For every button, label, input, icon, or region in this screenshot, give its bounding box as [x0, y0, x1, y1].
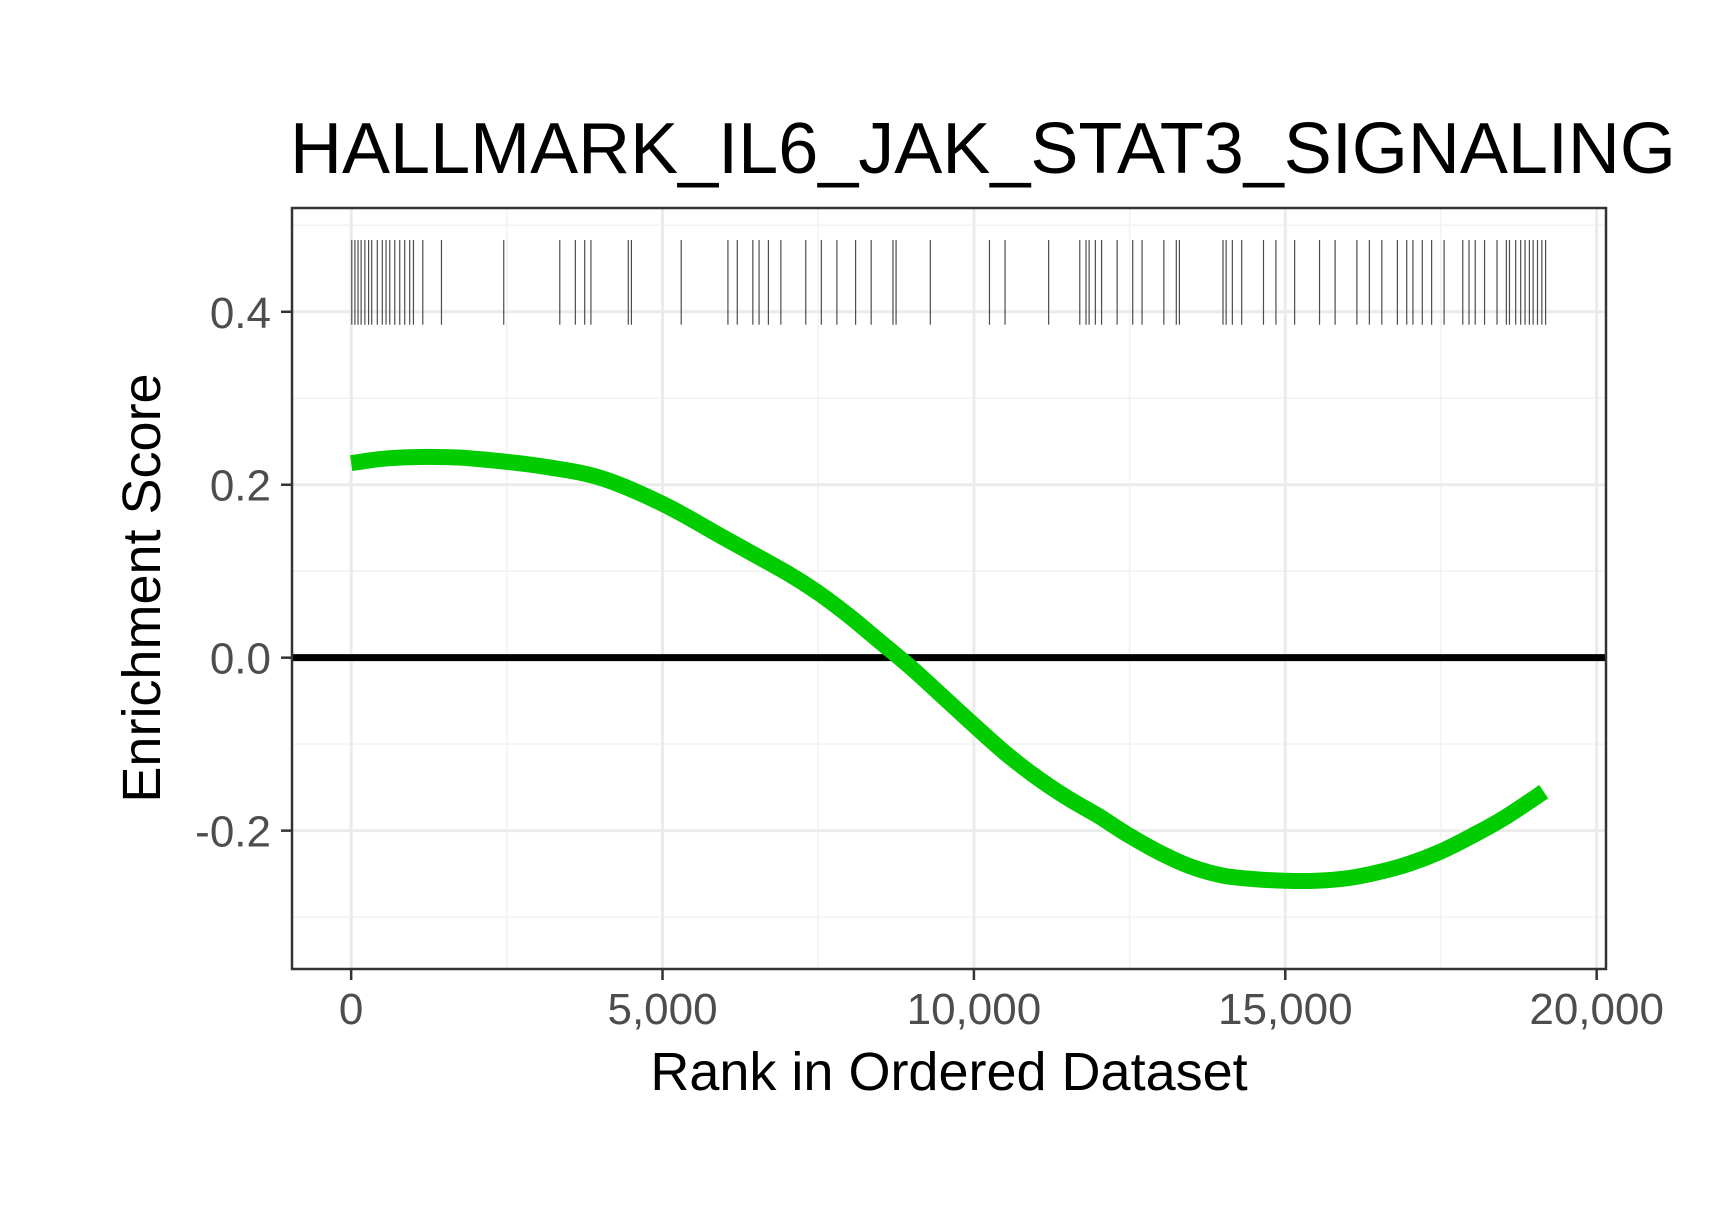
y-axis-title: Enrichment Score [112, 373, 172, 802]
y-axis: -0.2 0.0 0.2 0.4 [195, 289, 292, 857]
x-tick-label: 5,000 [607, 985, 717, 1034]
y-tick-label: -0.2 [195, 808, 271, 857]
x-tick-label: 0 [339, 985, 363, 1034]
y-tick-label: 0.0 [210, 635, 271, 684]
chart-title: HALLMARK_IL6_JAK_STAT3_SIGNALING [290, 109, 1676, 189]
panel-background [292, 208, 1606, 969]
x-axis-title: Rank in Ordered Dataset [650, 1042, 1247, 1102]
x-tick-label: 15,000 [1218, 985, 1353, 1034]
enrichment-score-curve [350, 448, 1549, 890]
gene-hit-marks [351, 239, 1547, 325]
x-tick-label: 10,000 [907, 985, 1042, 1034]
panel-border [290, 206, 1608, 971]
x-tick-label: 20,000 [1529, 985, 1664, 1034]
y-tick-label: 0.2 [210, 462, 271, 511]
x-axis: 0 5,000 10,000 15,000 20,000 [339, 969, 1664, 1034]
y-tick-label: 0.4 [210, 289, 271, 338]
